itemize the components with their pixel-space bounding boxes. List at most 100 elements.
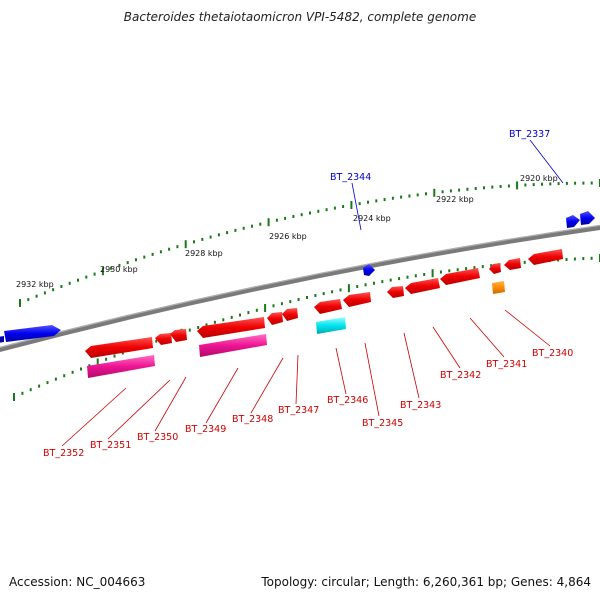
upper-scale-tick (118, 263, 121, 267)
lower-scale-tick (21, 391, 24, 395)
label-bt-2352[interactable]: BT_2352 (43, 448, 84, 459)
gene-bt-2342-b[interactable] (440, 268, 480, 285)
upper-scale-tick (93, 272, 96, 276)
lower-scale-tick (523, 260, 526, 264)
scale-label-2930: 2930 kbp (100, 265, 138, 274)
upper-scale-tick (516, 181, 519, 190)
upper-scale-tick (565, 181, 568, 185)
lower-scale-tick (80, 367, 82, 371)
lower-scale-tick (264, 304, 267, 312)
upper-scale-tick (449, 189, 452, 193)
leader-bt-2350 (154, 376, 187, 432)
gene-forward-left[interactable] (4, 325, 61, 342)
upper-scale-tick (159, 250, 162, 254)
lower-scale-tick (13, 393, 15, 401)
gene-bt-2346[interactable] (314, 299, 342, 314)
scale-label-2932: 2932 kbp (16, 280, 54, 289)
lower-scale-tick (381, 280, 384, 284)
cds-bt-2352[interactable] (87, 355, 155, 378)
lower-scale-ticks (13, 254, 600, 401)
gene-bt-2337-a[interactable] (566, 215, 580, 228)
label-bt-2340[interactable]: BT_2340 (532, 348, 573, 359)
gene-bt-2341-a[interactable] (489, 263, 501, 274)
reverse-genes (85, 249, 563, 358)
upper-scale-tick (126, 261, 129, 265)
lower-scale-tick (306, 296, 308, 299)
gene-bt-2344[interactable] (363, 264, 375, 276)
lower-scale-tick (71, 370, 74, 374)
lower-scale-tick (239, 313, 241, 317)
lower-scale-tick (448, 269, 451, 273)
leader-bt-2343 (403, 332, 420, 399)
upper-scale-tick (19, 299, 21, 307)
lower-scale-tick (473, 266, 476, 270)
label-bt-2342[interactable]: BT_2342 (440, 370, 481, 381)
upper-scale-ticks (19, 179, 600, 307)
leader-bt-2349 (205, 367, 239, 424)
upper-scale-tick (77, 278, 79, 282)
lower-scale-tick (29, 388, 32, 392)
upper-scale-tick (416, 193, 419, 197)
gene-bt-2352[interactable] (85, 337, 153, 358)
lower-scale-tick (373, 281, 375, 285)
gene-bt-2343[interactable] (387, 286, 404, 298)
label-bt-2344[interactable]: BT_2344 (330, 172, 371, 183)
cds-bt-2341[interactable] (492, 281, 505, 294)
label-bt-2351[interactable]: BT_2351 (90, 440, 131, 451)
gene-bt-2347[interactable] (282, 308, 298, 321)
lower-scale-tick (481, 265, 484, 269)
gene-bt-2342-a[interactable] (405, 278, 440, 294)
upper-scale-tick (375, 199, 378, 203)
gene-bt-2341-b[interactable] (504, 258, 521, 270)
gene-bt-2345[interactable] (343, 292, 371, 307)
lower-scale-tick (272, 304, 275, 308)
leader-bt-2345 (364, 342, 380, 417)
leader-bt-2342 (432, 326, 461, 369)
upper-scale-tick (209, 235, 212, 239)
label-bt-2348[interactable]: BT_2348 (232, 414, 273, 425)
gene-bt-2350[interactable] (170, 329, 187, 342)
gene-bt-2351[interactable] (155, 333, 172, 345)
leader-bt-2346 (335, 347, 347, 395)
lower-scale-tick (297, 298, 300, 301)
label-bt-2343[interactable]: BT_2343 (400, 400, 441, 411)
scale-label-2924: 2924 kbp (353, 214, 391, 223)
upper-scale-tick (242, 226, 245, 230)
upper-scale-tick (68, 281, 71, 285)
lower-scale-tick (573, 257, 576, 261)
leader-bt-2347 (295, 354, 299, 405)
lower-scale-tick (347, 284, 350, 293)
upper-scale-tick (582, 181, 585, 185)
label-bt-2345[interactable]: BT_2345 (362, 418, 403, 429)
upper-scale-tick (193, 240, 195, 244)
lower-scale-tick (582, 257, 585, 261)
upper-scale-tick (309, 211, 311, 215)
gene-bt-2348[interactable] (267, 312, 283, 325)
label-bt-2337[interactable]: BT_2337 (509, 129, 550, 140)
lower-scale-tick (230, 315, 233, 319)
label-bt-2350[interactable]: BT_2350 (137, 432, 178, 443)
cds-bt-2349[interactable] (199, 334, 267, 357)
upper-scale-tick (35, 294, 38, 298)
leader-bt-2344 (351, 182, 362, 231)
lower-scale-tick (356, 285, 359, 288)
genome-backbone-highlight (0, 224, 600, 348)
gene-bt-2349[interactable] (197, 317, 265, 338)
label-bt-2346[interactable]: BT_2346 (327, 395, 368, 406)
upper-scale-tick (184, 240, 187, 249)
leader-bt-2337 (529, 139, 564, 184)
upper-scale-tick (507, 184, 510, 188)
label-bt-2347[interactable]: BT_2347 (278, 405, 319, 416)
lower-scale-tick (389, 278, 392, 282)
lower-scale-tick (96, 358, 99, 367)
upper-scale-tick (27, 298, 30, 302)
gene-bt-2340[interactable] (528, 249, 563, 265)
upper-scale-tick (176, 245, 179, 249)
upper-scale-tick (143, 255, 146, 259)
cds-bt-2346[interactable] (316, 317, 346, 334)
label-bt-2349[interactable]: BT_2349 (185, 424, 226, 435)
scale-label-2926: 2926 kbp (269, 232, 307, 241)
label-bt-2341[interactable]: BT_2341 (486, 359, 527, 370)
gene-bt-2337-b[interactable] (580, 211, 595, 225)
